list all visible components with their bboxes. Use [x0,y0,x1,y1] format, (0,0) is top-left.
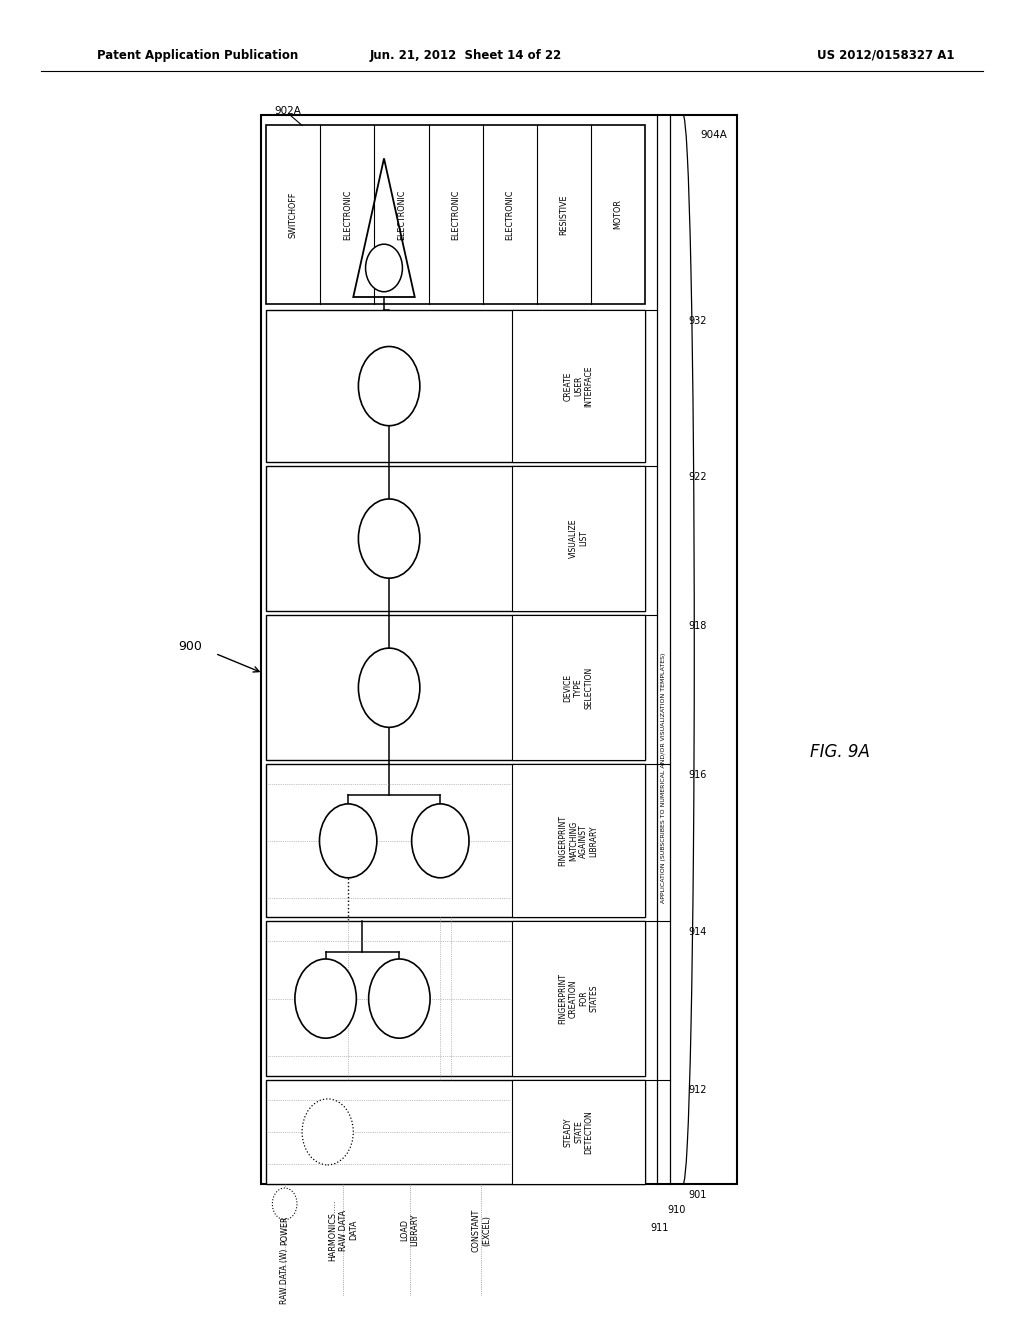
Circle shape [358,346,420,425]
FancyBboxPatch shape [266,615,645,760]
Text: 900: 900 [178,640,202,653]
Text: 910: 910 [668,1205,686,1216]
Text: 914: 914 [688,927,707,937]
Text: ELECTRONIC: ELECTRONIC [343,189,352,240]
Text: 912: 912 [688,1085,707,1096]
Text: 911: 911 [650,1222,669,1233]
Text: FIG. 9A: FIG. 9A [810,743,869,762]
FancyBboxPatch shape [512,615,645,760]
Text: CREATE
USER
INTERFACE: CREATE USER INTERFACE [563,366,594,407]
Text: FINGERPRINT
MATCHING
AGAINST
LIBRARY: FINGERPRINT MATCHING AGAINST LIBRARY [558,816,599,866]
FancyBboxPatch shape [512,764,645,917]
Text: US 2012/0158327 A1: US 2012/0158327 A1 [817,49,954,62]
FancyBboxPatch shape [266,310,645,462]
Text: SWITCHOFF: SWITCHOFF [289,191,298,238]
Text: 901: 901 [688,1189,707,1200]
Text: Patent Application Publication: Patent Application Publication [97,49,299,62]
Text: 932: 932 [688,315,707,326]
FancyBboxPatch shape [512,1080,645,1184]
Text: APPLICATION (SUBSCRIBES TO NUMERICAL AND/OR VISUALIZATION TEMPLATES): APPLICATION (SUBSCRIBES TO NUMERICAL AND… [662,652,666,903]
Circle shape [319,804,377,878]
Text: HARMONICS.....
RAW DATA
DATA: HARMONICS..... RAW DATA DATA [328,1200,358,1261]
Text: ELECTRONIC: ELECTRONIC [452,189,460,240]
Circle shape [358,648,420,727]
Circle shape [295,958,356,1038]
Circle shape [369,958,430,1038]
Text: RAW DATA (W): RAW DATA (W) [281,1249,289,1304]
Text: 902A: 902A [274,106,301,116]
Circle shape [358,499,420,578]
Text: 916: 916 [688,770,707,780]
FancyBboxPatch shape [266,466,645,611]
Text: 904A: 904A [700,129,727,140]
Text: 918: 918 [688,620,707,631]
Text: Jun. 21, 2012  Sheet 14 of 22: Jun. 21, 2012 Sheet 14 of 22 [370,49,562,62]
Text: ELECTRONIC: ELECTRONIC [505,189,514,240]
Text: DEVICE
TYPE
SELECTION: DEVICE TYPE SELECTION [563,667,594,709]
Text: MOTOR: MOTOR [613,199,623,230]
Circle shape [412,804,469,878]
FancyBboxPatch shape [512,466,645,611]
FancyBboxPatch shape [266,764,645,917]
Text: STEADY
STATE
DETECTION: STEADY STATE DETECTION [563,1110,594,1154]
Circle shape [272,1188,297,1220]
Text: LOAD
LIBRARY: LOAD LIBRARY [400,1214,419,1246]
FancyBboxPatch shape [512,921,645,1076]
FancyBboxPatch shape [266,1080,645,1184]
FancyBboxPatch shape [512,310,645,462]
Text: 922: 922 [688,471,707,482]
Text: POWER: POWER [281,1216,289,1245]
Circle shape [302,1098,353,1166]
Text: CONSTANT
(EXCEL): CONSTANT (EXCEL) [472,1209,490,1251]
Text: FINGERPRINT
CREATION
FOR
STATES: FINGERPRINT CREATION FOR STATES [558,973,599,1024]
FancyBboxPatch shape [261,115,737,1184]
FancyBboxPatch shape [266,125,645,304]
Text: ELECTRONIC: ELECTRONIC [397,189,407,240]
FancyBboxPatch shape [266,921,645,1076]
Circle shape [366,244,402,292]
Text: VISUALIZE
LIST: VISUALIZE LIST [569,519,588,558]
Text: RESISTIVE: RESISTIVE [559,194,568,235]
